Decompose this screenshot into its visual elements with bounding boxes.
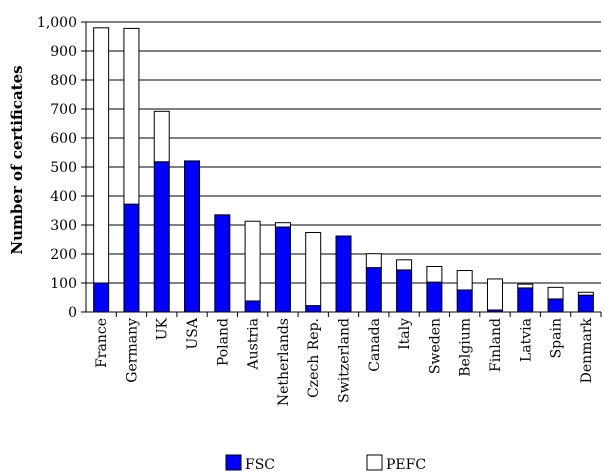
bar-fsc-netherlands (274, 226, 291, 313)
y-tick-label: 300 (50, 218, 77, 234)
y-tick-label: 700 (50, 102, 77, 118)
bar-pefc-sweden (426, 265, 443, 283)
bar-fsc-poland (214, 214, 231, 313)
legend-label-fsc: FSC (245, 457, 275, 473)
x-category-label: Austria (246, 318, 262, 370)
x-category-label: Spain (549, 318, 565, 358)
y-axis-ticks: 0 100 200 300 400 500 600 700 800 900 1,000 (37, 15, 86, 321)
bar-fsc-uk (153, 161, 170, 313)
y-tick-label: 1,000 (37, 15, 77, 31)
bar-fsc-usa (184, 160, 201, 313)
bar-fsc-sweden (426, 281, 443, 313)
bar-fsc-denmark (577, 294, 594, 313)
bar-fsc-canada (365, 267, 382, 313)
x-category-label: Netherlands (276, 318, 292, 406)
bar-pefc-canada (365, 253, 382, 269)
y-tick-label: 900 (50, 44, 77, 60)
bar-pefc-france (93, 27, 110, 284)
bar-pefc-uk (153, 110, 170, 163)
bar-fsc-italy (396, 269, 413, 313)
legend-label-pefc: PEFC (386, 457, 426, 473)
bar-pefc-netherlands (274, 222, 291, 228)
x-category-label: Belgium (458, 318, 474, 377)
x-category-label: USA (185, 317, 201, 349)
x-axis-ticks: France Germany UK USA Poland Austria Netherlan… (94, 312, 602, 406)
bar-fsc-france (93, 282, 110, 313)
y-tick-label: 400 (50, 189, 77, 205)
bar-fsc-spain (547, 298, 564, 313)
x-category-label: Germany (124, 318, 140, 383)
legend-swatch-pefc (366, 454, 383, 471)
x-category-label: Finland (488, 318, 504, 372)
legend: FSC PEFC (225, 454, 426, 473)
bar-pefc-germany (123, 27, 140, 205)
bar-pefc-belgium (456, 270, 473, 291)
y-tick-label: 500 (50, 160, 77, 176)
bar-pefc-italy (396, 259, 413, 271)
bar-pefc-spain (547, 286, 564, 300)
bar-pefc-denmark (577, 291, 594, 296)
bar-fsc-switzerland (335, 235, 352, 313)
x-category-label: Latvia (518, 318, 534, 362)
x-category-label: Czech Rep. (306, 318, 322, 398)
legend-swatch-fsc (225, 454, 242, 471)
x-category-label: Denmark (579, 317, 595, 383)
bars (93, 27, 594, 313)
y-axis-label: Number of certificates (8, 65, 26, 254)
y-tick-label: 800 (50, 73, 77, 89)
bar-pefc-finland (486, 278, 503, 311)
x-category-label: Switzerland (337, 318, 353, 403)
x-category-label: Italy (397, 318, 413, 350)
x-category-label: Canada (367, 318, 383, 372)
bar-fsc-germany (123, 203, 140, 313)
y-tick-label: 100 (50, 276, 77, 292)
bar-fsc-belgium (456, 289, 473, 313)
bar-fsc-austria (244, 300, 261, 313)
bar-pefc-czech-rep- (305, 232, 322, 307)
bar-pefc-latvia (517, 283, 534, 289)
x-category-label: France (94, 318, 110, 368)
bar-pefc-austria (244, 220, 261, 302)
bar-fsc-czech-rep- (305, 305, 322, 313)
bar-fsc-latvia (517, 287, 534, 313)
y-tick-label: 200 (50, 247, 77, 263)
y-tick-label: 600 (50, 131, 77, 147)
x-category-label: UK (155, 317, 171, 340)
gridlines (86, 21, 601, 284)
x-category-label: Poland (215, 318, 231, 366)
x-category-label: Sweden (427, 318, 443, 374)
y-tick-label: 0 (68, 305, 77, 321)
